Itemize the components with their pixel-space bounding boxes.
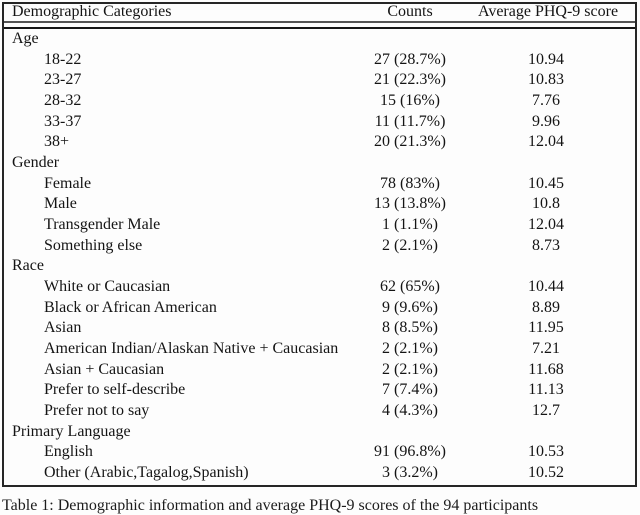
phq9-score-value: 7.21 xyxy=(532,340,560,358)
category-label: Male xyxy=(44,195,77,213)
count-value: 7 (7.4%) xyxy=(382,381,438,399)
category-label: Prefer not to say xyxy=(44,402,150,420)
phq9-score-value: 12.04 xyxy=(528,133,564,151)
table-row: 38+ 20 (21.3%) 12.04 xyxy=(4,132,635,153)
phq9-score-value: 7.76 xyxy=(532,92,560,110)
table-caption: Table 1: Demographic information and ave… xyxy=(2,497,539,514)
table-row: Transgender Male 1 (1.1%) 12.04 xyxy=(4,215,635,236)
category-label: Black or African American xyxy=(44,298,217,316)
header-rule-upper xyxy=(4,21,635,23)
column-header-average-phq9-score: Average PHQ-9 score xyxy=(477,3,619,20)
header-rule-lower xyxy=(4,27,635,29)
category-label: Asian + Caucasian xyxy=(44,360,165,378)
phq9-score-value: 11.68 xyxy=(528,360,564,378)
count-value: 20 (21.3%) xyxy=(374,133,446,151)
table-row: English 91 (96.8%) 10.53 xyxy=(4,442,635,463)
category-label: Female xyxy=(44,174,92,192)
category-label: Something else xyxy=(44,236,143,254)
table-header-row: Demographic Categories Counts Average PH… xyxy=(4,4,635,21)
table-row: 33-37 11 (11.7%) 9.96 xyxy=(4,112,635,133)
count-value: 91 (96.8%) xyxy=(374,443,446,461)
table-row: Something else 2 (2.1%) 8.73 xyxy=(4,236,635,257)
category-label: White or Caucasian xyxy=(44,278,171,296)
category-group-label: Gender xyxy=(12,154,60,172)
count-value: 3 (3.2%) xyxy=(382,464,438,482)
phq9-score-value: 11.95 xyxy=(528,319,564,337)
category-group-row: Primary Language xyxy=(4,422,635,443)
phq9-score-value: 10.45 xyxy=(528,174,564,192)
category-group-label: Age xyxy=(12,30,39,47)
phq9-score-value: 8.89 xyxy=(532,298,560,316)
table-row: Prefer not to say 4 (4.3%) 12.7 xyxy=(4,401,635,422)
category-label: Asian xyxy=(44,319,82,337)
category-label: English xyxy=(44,443,93,461)
category-label: Other (Arabic,Tagalog,Spanish) xyxy=(44,464,249,482)
table-row: 28-32 15 (16%) 7.76 xyxy=(4,91,635,112)
category-label: 38+ xyxy=(44,133,70,151)
category-label: American Indian/Alaskan Native + Caucasi… xyxy=(44,340,339,358)
category-group-label: Primary Language xyxy=(12,422,131,440)
table-row: Female 78 (83%) 10.45 xyxy=(4,174,635,195)
phq9-score-value: 10.53 xyxy=(528,443,564,461)
count-value: 1 (1.1%) xyxy=(382,216,438,234)
count-value: 2 (2.1%) xyxy=(382,236,438,254)
column-header-counts: Counts xyxy=(387,3,433,20)
table-row: Asian + Caucasian 2 (2.1%) 11.68 xyxy=(4,360,635,381)
phq9-score-value: 11.13 xyxy=(528,381,564,399)
column-header-demographic-categories: Demographic Categories xyxy=(12,3,172,20)
phq9-score-value: 10.8 xyxy=(532,195,560,213)
count-value: 15 (16%) xyxy=(380,92,440,110)
table-row: Asian 8 (8.5%) 11.95 xyxy=(4,318,635,339)
count-value: 27 (28.7%) xyxy=(374,50,446,68)
count-value: 2 (2.1%) xyxy=(382,340,438,358)
table-row: Black or African American 9 (9.6%) 8.89 xyxy=(4,298,635,319)
count-value: 4 (4.3%) xyxy=(382,402,438,420)
count-value: 62 (65%) xyxy=(380,278,440,296)
table-row: 18-22 27 (28.7%) 10.94 xyxy=(4,50,635,71)
phq9-score-value: 12.7 xyxy=(532,402,560,420)
category-group-label: Race xyxy=(12,257,44,275)
table-row: American Indian/Alaskan Native + Caucasi… xyxy=(4,339,635,360)
phq9-score-value: 10.94 xyxy=(528,50,564,68)
category-group-row: Age xyxy=(4,29,635,50)
category-label: 18-22 xyxy=(44,50,82,68)
table-rows: Age 18-22 27 (28.7%) 10.94 23-27 21 (22.3%) 10… xyxy=(4,29,635,484)
phq9-score-value: 9.96 xyxy=(532,112,560,130)
table-row: Prefer to self-describe 7 (7.4%) 11.13 xyxy=(4,380,635,401)
phq9-score-value: 10.52 xyxy=(528,464,564,482)
category-group-row: Gender xyxy=(4,153,635,174)
phq9-score-value: 12.04 xyxy=(528,216,564,234)
phq9-score-value: 10.44 xyxy=(528,278,564,296)
count-value: 9 (9.6%) xyxy=(382,298,438,316)
category-group-row: Race xyxy=(4,256,635,277)
count-value: 2 (2.1%) xyxy=(382,360,438,378)
table-row: 23-27 21 (22.3%) 10.83 xyxy=(4,70,635,91)
category-label: Prefer to self-describe xyxy=(44,381,186,399)
demographics-table: Demographic Categories Counts Average PH… xyxy=(2,2,637,487)
category-label: 28-32 xyxy=(44,92,82,110)
count-value: 21 (22.3%) xyxy=(374,71,446,89)
table-row: Male 13 (13.8%) 10.8 xyxy=(4,194,635,215)
count-value: 13 (13.8%) xyxy=(374,195,446,213)
category-label: 33-37 xyxy=(44,112,82,130)
table-row: Other (Arabic,Tagalog,Spanish) 3 (3.2%) 10… xyxy=(4,463,635,484)
table-row: White or Caucasian 62 (65%) 10.44 xyxy=(4,277,635,298)
phq9-score-value: 8.73 xyxy=(532,236,560,254)
category-label: Transgender Male xyxy=(44,216,161,234)
count-value: 11 (11.7%) xyxy=(374,112,446,130)
count-value: 8 (8.5%) xyxy=(382,319,438,337)
phq9-score-value: 10.83 xyxy=(528,71,564,89)
count-value: 78 (83%) xyxy=(380,174,440,192)
category-label: 23-27 xyxy=(44,71,82,89)
